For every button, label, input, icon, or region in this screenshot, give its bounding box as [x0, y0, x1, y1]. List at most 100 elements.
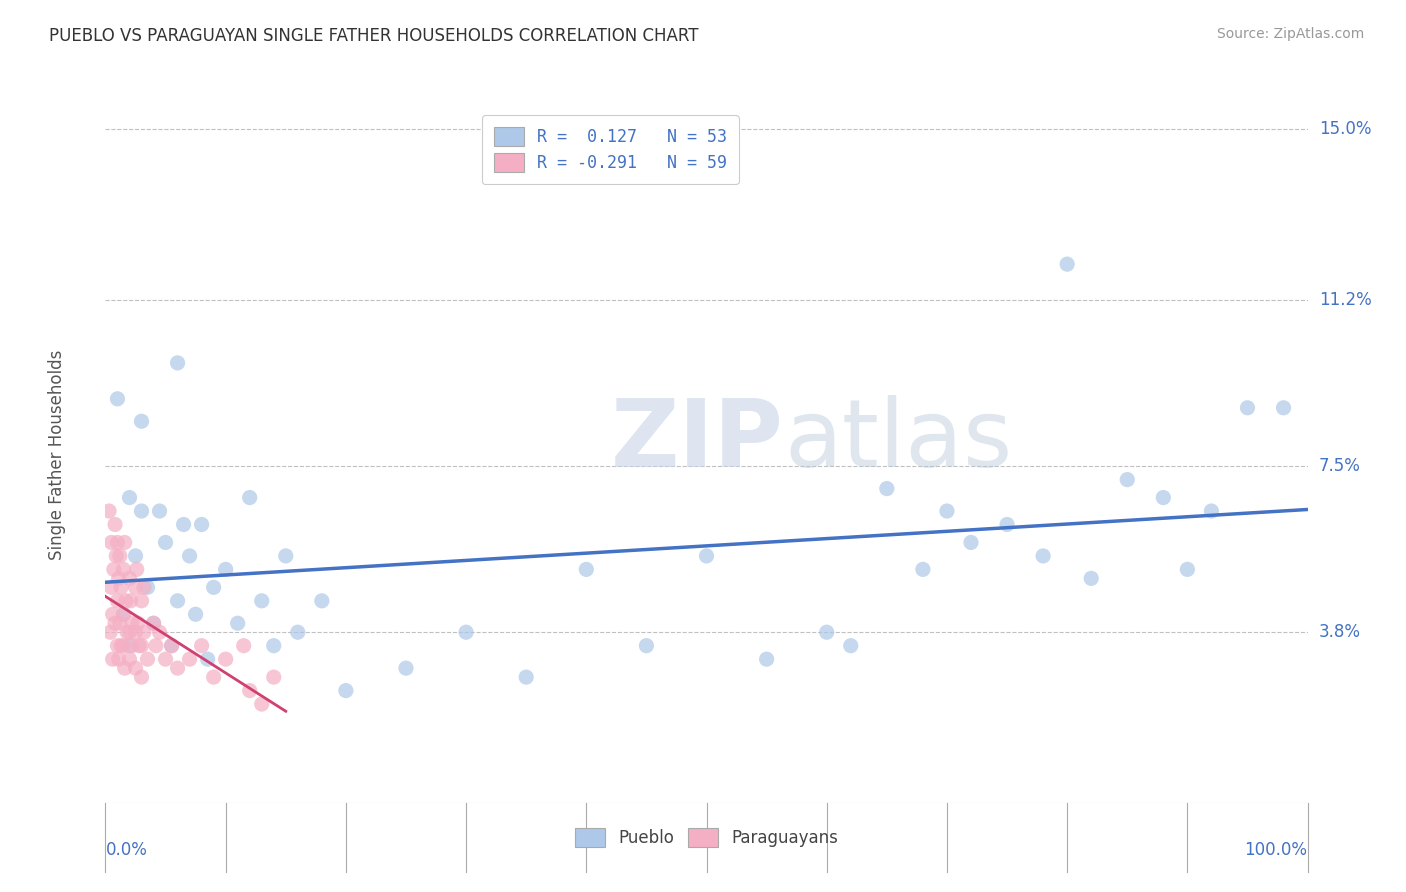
Point — [132, 625, 155, 640]
Point — [118, 639, 141, 653]
Point — [214, 562, 236, 576]
Point — [936, 504, 959, 518]
Point — [127, 616, 149, 631]
Point — [104, 517, 127, 532]
Point — [166, 356, 188, 370]
Point — [263, 670, 285, 684]
Point — [1175, 562, 1198, 576]
Point — [107, 594, 129, 608]
Point — [118, 652, 141, 666]
Point — [100, 580, 122, 594]
Point — [274, 549, 297, 563]
Point — [190, 517, 212, 532]
Point — [128, 639, 150, 653]
Point — [112, 562, 135, 576]
Text: 100.0%: 100.0% — [1244, 841, 1308, 859]
Point — [575, 562, 598, 576]
Point — [515, 670, 537, 684]
Point — [287, 625, 309, 640]
Point — [98, 504, 121, 518]
Text: ZIP: ZIP — [610, 395, 783, 487]
Point — [160, 639, 183, 653]
Point — [166, 594, 188, 608]
Point — [131, 414, 153, 428]
Point — [118, 491, 141, 505]
Text: 0.0%: 0.0% — [105, 841, 148, 859]
Point — [105, 549, 128, 563]
Point — [239, 491, 262, 505]
Point — [815, 625, 838, 640]
Point — [132, 580, 155, 594]
Point — [250, 697, 273, 711]
Point — [960, 535, 983, 549]
Point — [131, 594, 153, 608]
Point — [121, 639, 143, 653]
Point — [155, 535, 177, 549]
Point — [110, 580, 132, 594]
Point — [124, 580, 146, 594]
Text: atlas: atlas — [785, 395, 1012, 487]
Point — [114, 661, 136, 675]
Point — [142, 616, 165, 631]
Point — [911, 562, 934, 576]
Point — [100, 535, 122, 549]
Point — [107, 639, 129, 653]
Point — [131, 504, 153, 518]
Point — [179, 549, 201, 563]
Point — [876, 482, 898, 496]
Point — [179, 652, 201, 666]
Point — [755, 652, 778, 666]
Point — [118, 571, 141, 585]
Point — [636, 639, 658, 653]
Point — [98, 625, 121, 640]
Point — [115, 594, 138, 608]
Text: Single Father Households: Single Father Households — [48, 350, 66, 560]
Point — [145, 639, 167, 653]
Text: Source: ZipAtlas.com: Source: ZipAtlas.com — [1216, 27, 1364, 41]
Point — [112, 607, 135, 622]
Point — [112, 639, 135, 653]
Point — [202, 580, 225, 594]
Point — [311, 594, 333, 608]
Point — [214, 652, 236, 666]
Point — [148, 504, 170, 518]
Point — [239, 683, 262, 698]
Point — [148, 625, 170, 640]
Point — [173, 517, 195, 532]
Point — [142, 616, 165, 631]
Point — [696, 549, 718, 563]
Text: 15.0%: 15.0% — [1319, 120, 1371, 138]
Point — [250, 594, 273, 608]
Point — [197, 652, 219, 666]
Point — [108, 549, 131, 563]
Point — [1056, 257, 1078, 271]
Point — [114, 535, 136, 549]
Point — [136, 580, 159, 594]
Point — [101, 607, 124, 622]
Text: 3.8%: 3.8% — [1319, 624, 1361, 641]
Point — [101, 652, 124, 666]
Point — [263, 639, 285, 653]
Point — [155, 652, 177, 666]
Point — [190, 639, 212, 653]
Point — [120, 594, 142, 608]
Point — [110, 639, 132, 653]
Point — [1201, 504, 1223, 518]
Point — [1152, 491, 1174, 505]
Point — [1032, 549, 1054, 563]
Point — [202, 670, 225, 684]
Point — [104, 616, 127, 631]
Point — [226, 616, 249, 631]
Point — [335, 683, 357, 698]
Point — [124, 625, 146, 640]
Point — [995, 517, 1018, 532]
Point — [395, 661, 418, 675]
Point — [839, 639, 862, 653]
Point — [160, 639, 183, 653]
Point — [124, 661, 146, 675]
Point — [232, 639, 254, 653]
Point — [1116, 473, 1139, 487]
Text: PUEBLO VS PARAGUAYAN SINGLE FATHER HOUSEHOLDS CORRELATION CHART: PUEBLO VS PARAGUAYAN SINGLE FATHER HOUSE… — [49, 27, 699, 45]
Text: 7.5%: 7.5% — [1319, 457, 1361, 475]
Point — [121, 616, 143, 631]
